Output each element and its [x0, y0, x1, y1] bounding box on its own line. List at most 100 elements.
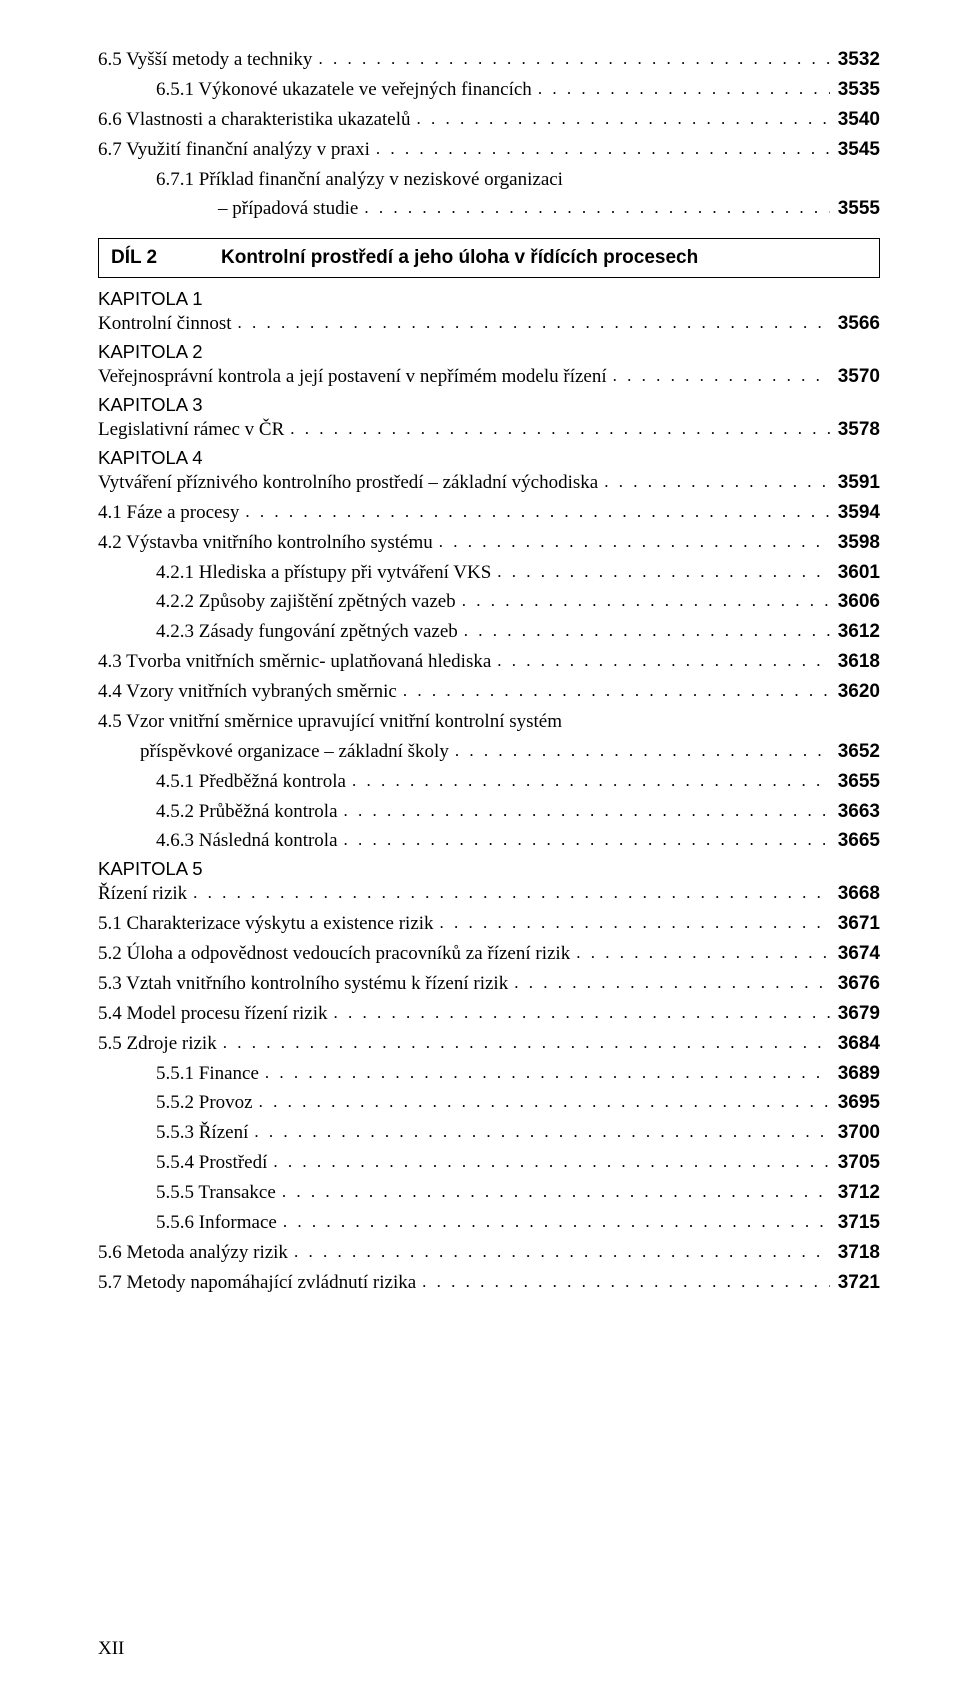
toc-leader — [245, 499, 829, 525]
toc-entry: 4.3 Tvorba vnitřních směrnic- uplatňovan… — [98, 648, 880, 677]
toc-entry: 5.5.1 Finance 3689 — [98, 1060, 880, 1089]
toc-page: 3566 — [830, 310, 880, 339]
toc-page: 3712 — [830, 1179, 880, 1208]
toc-label: 5.3 Vztah vnitřního kontrolního systému … — [98, 970, 514, 999]
page-number: XII — [98, 1638, 124, 1660]
toc-label: 4.2.1 Hlediska a přístupy při vytváření … — [156, 559, 497, 588]
toc-page: 3721 — [830, 1269, 880, 1298]
toc-page: 3679 — [830, 1000, 880, 1029]
toc-page: 3594 — [830, 499, 880, 528]
toc-leader — [238, 310, 830, 336]
toc-label: 4.6.3 Následná kontrola — [156, 827, 344, 856]
toc-page: 3668 — [830, 880, 880, 909]
toc-label: – případová studie — [218, 195, 364, 224]
toc-label: 6.5 Vyšší metody a techniky — [98, 46, 318, 75]
toc-page: 3676 — [830, 970, 880, 999]
toc-leader — [464, 618, 830, 644]
toc-entry: 5.5 Zdroje rizik3684 — [98, 1030, 880, 1059]
section-title: Kontrolní prostředí a jeho úloha v řídíc… — [221, 247, 698, 269]
toc-page: 3620 — [830, 678, 880, 707]
toc-page: 3665 — [830, 827, 880, 856]
toc-leader — [334, 1000, 830, 1026]
toc-page: 3612 — [830, 618, 880, 647]
toc-leader — [440, 910, 830, 936]
toc-page: 3684 — [830, 1030, 880, 1059]
toc-page: 3689 — [830, 1060, 880, 1089]
toc-label: 6.7 Využití finanční analýzy v praxi — [98, 136, 376, 165]
toc-leader — [265, 1060, 830, 1086]
toc-page: 3578 — [830, 416, 880, 445]
toc-entry: 6.7 Využití finanční analýzy v praxi 3545 — [98, 136, 880, 165]
toc-leader — [282, 1179, 830, 1205]
toc-leader — [193, 880, 830, 906]
toc-leader — [422, 1269, 830, 1295]
toc-page: 3674 — [830, 940, 880, 969]
toc-label: 5.5.5 Transakce — [156, 1179, 282, 1208]
toc-entry: 5.6 Metoda analýzy rizik 3718 — [98, 1239, 880, 1268]
toc-label: příspěvkové organizace – základní školy — [140, 738, 455, 767]
toc-leader — [497, 648, 829, 674]
toc-page: 3718 — [830, 1239, 880, 1268]
toc-leader — [364, 195, 829, 221]
toc-leader — [352, 768, 830, 794]
toc-label: 5.6 Metoda analýzy rizik — [98, 1239, 294, 1268]
toc-entry: 4.2 Výstavba vnitřního kontrolního systé… — [98, 529, 880, 558]
toc-page: 3700 — [830, 1119, 880, 1148]
toc-entry: 5.3 Vztah vnitřního kontrolního systému … — [98, 970, 880, 999]
toc-leader — [613, 363, 830, 389]
toc-page: 3591 — [830, 469, 880, 498]
section-label: DÍL 2 — [111, 247, 221, 269]
toc-page: 3652 — [830, 738, 880, 767]
toc-container: 6.5 Vyšší metody a techniky35326.5.1 Výk… — [98, 46, 880, 1298]
toc-entry: Kontrolní činnost3566 — [98, 310, 880, 339]
toc-entry: 4.2.2 Způsoby zajištění zpětných vazeb36… — [98, 588, 880, 617]
toc-page: 3655 — [830, 768, 880, 797]
toc-label: 5.2 Úloha a odpovědnost vedoucích pracov… — [98, 940, 576, 969]
toc-label: 4.5 Vzor vnitřní směrnice upravující vni… — [98, 708, 568, 737]
toc-entry: 5.7 Metody napomáhající zvládnutí rizika… — [98, 1269, 880, 1298]
toc-leader — [376, 136, 830, 162]
toc-page: 3695 — [830, 1089, 880, 1118]
toc-label: 5.5.1 Finance — [156, 1060, 265, 1089]
toc-leader — [254, 1119, 829, 1145]
toc-label: 5.4 Model procesu řízení rizik — [98, 1000, 334, 1029]
toc-entry-continuation: příspěvkové organizace – základní školy 3… — [98, 738, 880, 767]
toc-leader — [455, 738, 830, 764]
toc-leader — [462, 588, 830, 614]
toc-label: 5.5.3 Řízení — [156, 1119, 254, 1148]
chapter-heading: KAPITOLA 2 — [98, 341, 880, 363]
toc-entry: 5.5.5 Transakce 3712 — [98, 1179, 880, 1208]
chapter-heading: KAPITOLA 1 — [98, 288, 880, 310]
toc-label: 4.5.2 Průběžná kontrola — [156, 798, 344, 827]
toc-leader — [417, 106, 830, 132]
toc-page: 3618 — [830, 648, 880, 677]
toc-label: Řízení rizik — [98, 880, 193, 909]
toc-page: 3545 — [830, 136, 880, 165]
toc-leader — [294, 1239, 830, 1265]
toc-leader — [604, 469, 830, 495]
toc-page: 3532 — [830, 46, 880, 75]
toc-page: 3705 — [830, 1149, 880, 1178]
toc-label: Vytváření příznivého kontrolního prostře… — [98, 469, 604, 498]
toc-label: 5.5.4 Prostředí — [156, 1149, 273, 1178]
toc-page: 3715 — [830, 1209, 880, 1238]
toc-label: 6.7.1 Příklad finanční analýzy v nezisko… — [156, 166, 569, 195]
toc-label: 5.5.2 Provoz — [156, 1089, 259, 1118]
toc-leader — [344, 798, 830, 824]
toc-label: 5.5.6 Informace — [156, 1209, 283, 1238]
toc-entry: 5.4 Model procesu řízení rizik 3679 — [98, 1000, 880, 1029]
toc-label: 6.6 Vlastnosti a charakteristika ukazate… — [98, 106, 417, 135]
chapter-heading: KAPITOLA 5 — [98, 858, 880, 880]
toc-entry: 6.6 Vlastnosti a charakteristika ukazate… — [98, 106, 880, 135]
toc-entry: Řízení rizik 3668 — [98, 880, 880, 909]
toc-entry-continuation: – případová studie3555 — [98, 195, 880, 224]
toc-leader — [344, 827, 830, 853]
toc-entry: Legislativní rámec v ČR3578 — [98, 416, 880, 445]
toc-entry: 6.5 Vyšší metody a techniky 3532 — [98, 46, 880, 75]
toc-entry: 4.5 Vzor vnitřní směrnice upravující vni… — [98, 708, 880, 737]
toc-entry: 5.5.6 Informace 3715 — [98, 1209, 880, 1238]
toc-entry: 6.7.1 Příklad finanční analýzy v nezisko… — [98, 166, 880, 195]
toc-page: 3663 — [830, 798, 880, 827]
toc-entry: 5.2 Úloha a odpovědnost vedoucích pracov… — [98, 940, 880, 969]
toc-label: 5.1 Charakterizace výskytu a existence r… — [98, 910, 440, 939]
